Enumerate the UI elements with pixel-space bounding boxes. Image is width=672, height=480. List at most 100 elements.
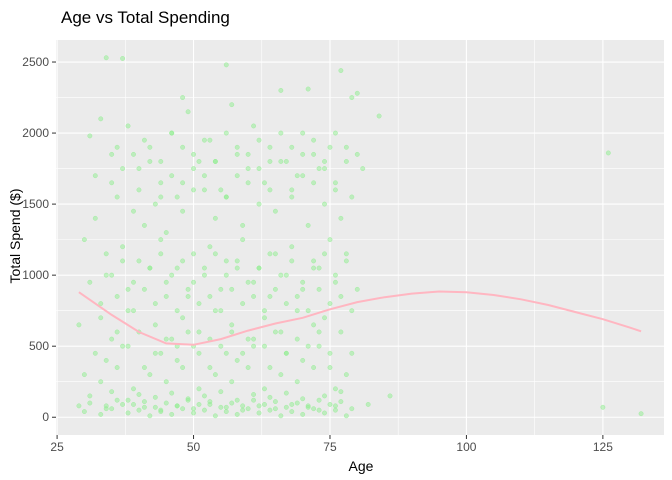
scatter-point	[152, 301, 158, 307]
scatter-point	[600, 404, 606, 410]
scatter-point	[349, 350, 355, 356]
scatter-point	[278, 413, 284, 419]
scatter-point	[338, 389, 344, 395]
scatter-point	[267, 144, 273, 150]
scatter-point	[92, 350, 98, 356]
scatter-point	[180, 365, 186, 370]
scatter-point	[234, 265, 240, 271]
scatter-point	[158, 159, 164, 164]
scatter-point	[223, 258, 229, 264]
scatter-point	[120, 402, 126, 407]
scatter-point	[245, 365, 251, 370]
scatter-point	[327, 237, 333, 243]
scatter-point	[289, 244, 295, 250]
scatter-point	[152, 394, 158, 400]
scatter-point	[322, 201, 327, 207]
scatter-point	[305, 222, 311, 228]
scatter-point	[174, 308, 180, 314]
scatter-point	[229, 379, 235, 385]
scatter-point	[131, 208, 136, 214]
scatter-point	[229, 286, 235, 292]
y-tick-label: 2000	[22, 126, 49, 140]
scatter-point	[196, 402, 202, 407]
scatter-point	[180, 315, 186, 321]
scatter-point	[294, 379, 300, 385]
scatter-point	[141, 399, 147, 405]
scatter-point	[245, 151, 251, 157]
scatter-point	[283, 350, 289, 356]
scatter-point	[272, 329, 278, 335]
scatter-point	[202, 272, 207, 278]
scatter-point	[114, 329, 120, 335]
scatter-point	[262, 308, 267, 314]
scatter-point	[98, 116, 104, 122]
scatter-point	[212, 251, 218, 257]
scatter-point	[332, 279, 338, 285]
scatter-point	[283, 404, 289, 410]
scatter-point	[136, 392, 142, 397]
scatter-point	[349, 95, 355, 100]
plot-panel	[56, 40, 664, 435]
scatter-point	[343, 251, 349, 257]
scatter-point	[114, 194, 120, 200]
scatter-point	[158, 180, 164, 186]
scatter-point	[267, 394, 273, 400]
scatter-point	[158, 350, 164, 356]
scatter-point	[262, 343, 267, 349]
scatter-point	[169, 173, 175, 179]
scatter-point	[332, 386, 338, 392]
scatter-point	[120, 56, 126, 61]
scatter-point	[256, 201, 262, 207]
scatter-point	[81, 237, 87, 243]
scatter-point	[147, 372, 153, 378]
scatter-point	[245, 180, 251, 186]
scatter-point	[152, 350, 158, 356]
scatter-point	[300, 411, 306, 417]
scatter-point	[218, 286, 224, 292]
scatter-point	[207, 244, 213, 250]
scatter-point	[191, 406, 196, 412]
scatter-point	[120, 258, 126, 264]
scatter-point	[360, 166, 366, 172]
scatter-point	[163, 379, 169, 385]
x-tick-label: 125	[593, 440, 613, 454]
scatter-point	[103, 403, 109, 409]
scatter-point	[278, 130, 284, 136]
scatter-point	[180, 208, 186, 214]
scatter-point	[289, 409, 295, 415]
scatter-point	[267, 407, 273, 413]
scatter-point	[316, 407, 322, 413]
scatter-point	[289, 144, 295, 150]
scatter-point	[207, 137, 213, 143]
scatter-point	[278, 329, 284, 335]
y-tick-label: 1500	[22, 197, 49, 211]
scatter-point	[223, 62, 229, 68]
scatter-point	[223, 272, 229, 278]
scatter-point	[114, 365, 120, 370]
scatter-point	[81, 409, 87, 415]
scatter-point	[131, 151, 136, 157]
scatter-point	[240, 403, 246, 409]
scatter-point	[152, 201, 158, 207]
scatter-point	[272, 208, 278, 214]
scatter-point	[245, 279, 251, 285]
scatter-point	[343, 144, 349, 150]
scatter-point	[180, 258, 186, 264]
scatter-point	[87, 400, 93, 406]
scatter-point	[163, 336, 169, 342]
scatter-point	[272, 406, 278, 412]
scatter-point	[185, 286, 191, 292]
scatter-point	[98, 411, 104, 417]
chart-title: Age vs Total Spending	[61, 8, 230, 27]
scatter-point	[327, 350, 333, 356]
scatter-point	[152, 404, 158, 410]
scatter-point	[141, 365, 147, 370]
scatter-point	[294, 336, 300, 342]
scatter-point	[256, 265, 262, 271]
scatter-point	[332, 187, 338, 193]
scatter-point	[212, 215, 218, 221]
scatter-point	[234, 173, 240, 179]
scatter-point	[202, 265, 207, 271]
scatter-point	[256, 137, 262, 143]
